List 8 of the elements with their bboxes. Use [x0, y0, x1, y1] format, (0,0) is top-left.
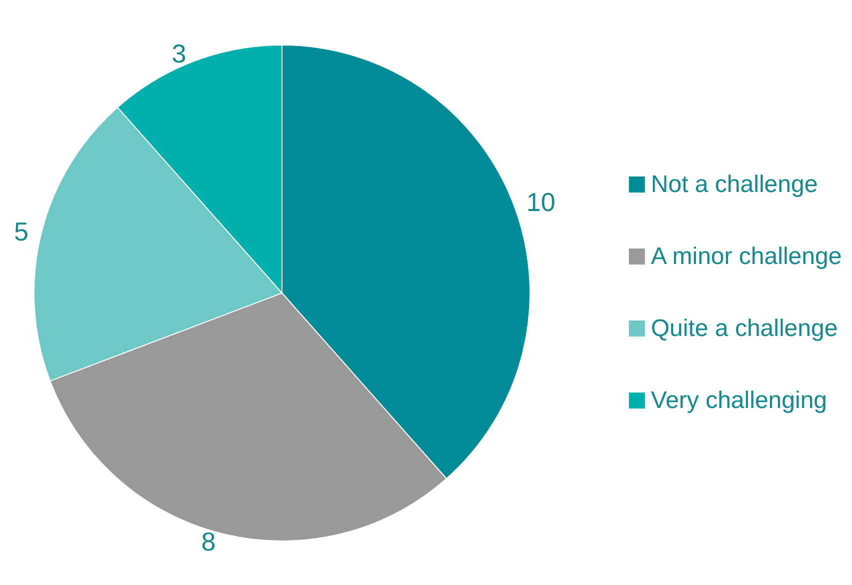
legend-label: A minor challenge	[650, 243, 842, 270]
data-label: 3	[172, 38, 186, 69]
data-label: 10	[526, 187, 556, 218]
data-label: 5	[14, 216, 28, 247]
legend-label: Quite a challenge	[650, 315, 838, 342]
legend-label: Not a challenge	[650, 171, 818, 198]
data-label: 8	[201, 526, 216, 557]
legend-label: Very challenging	[650, 387, 828, 414]
